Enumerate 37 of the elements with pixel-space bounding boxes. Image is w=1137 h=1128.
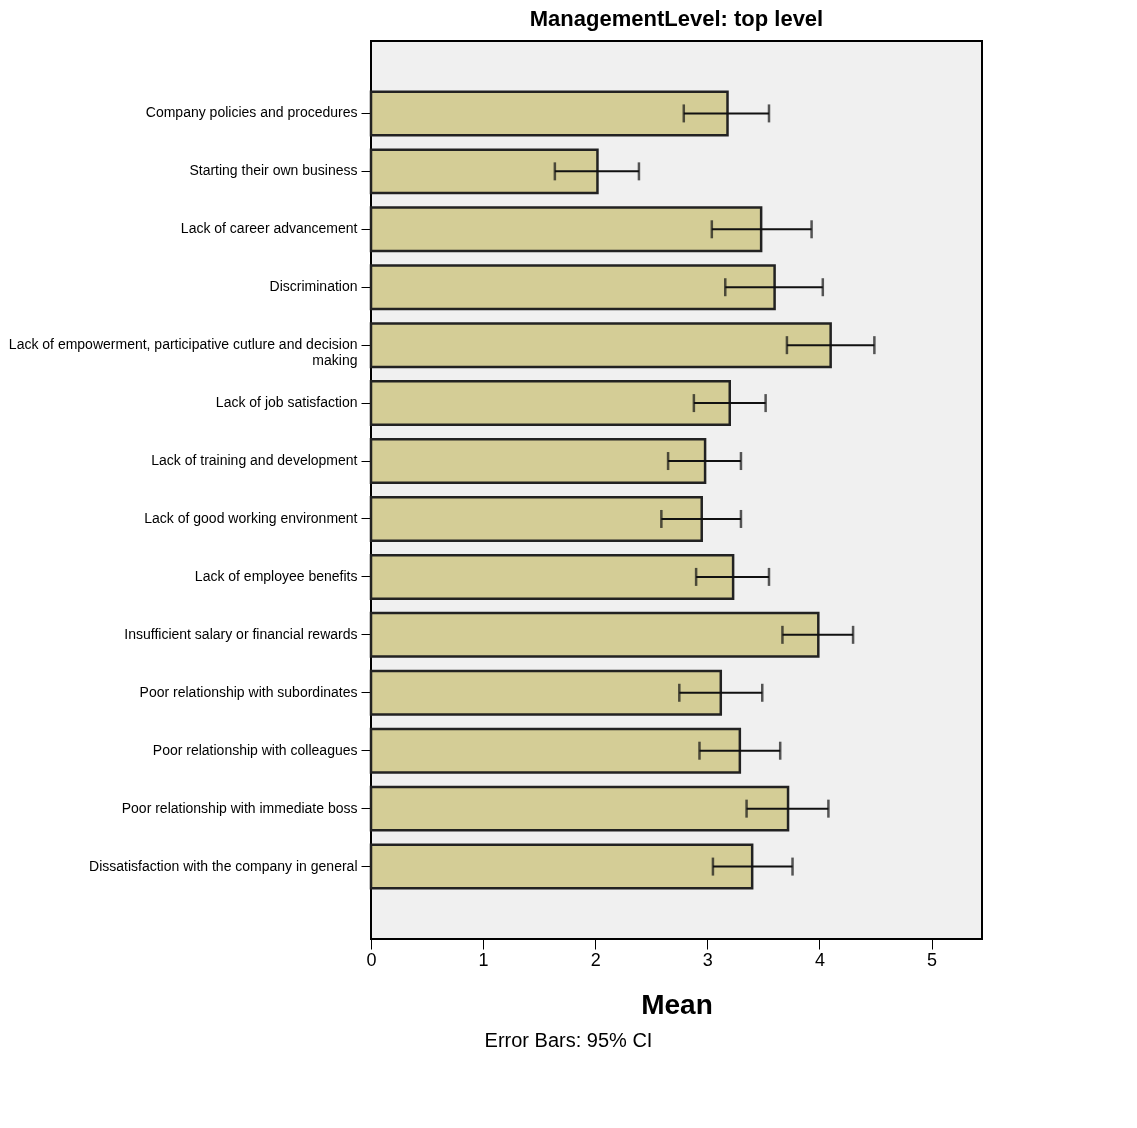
bar [369,553,735,600]
bar [369,148,599,195]
y-tick-label: Discrimination [269,278,358,295]
y-tick-label: Lack of employee benefits [194,567,358,584]
bar [369,611,820,658]
y-tick-label: Lack of good working environment [144,509,358,526]
y-tick-label: Starting their own business [189,162,358,179]
y-tick-label: Insufficient salary or financial rewards [124,625,358,642]
bar [369,495,703,542]
bar [369,669,723,716]
y-tick-label: Company policies and procedures [145,104,358,121]
y-tick-label: Lack of empowerment, participative cutlure and decision making [8,336,358,369]
x-tick-label: 5 [927,949,938,970]
y-tick-label: Lack of job satisfaction [215,394,358,411]
y-tick-label: Poor relationship with subordinates [139,683,358,700]
y-tick-label: Dissatisfaction with the company in general [89,857,358,874]
y-tick-label: Poor relationship with immediate boss [121,799,358,816]
bar [369,264,776,311]
bar [369,322,832,369]
x-tick-label: 4 [814,949,825,970]
text: Error Bars: 95% CI [483,1029,654,1052]
x-tick-label: 0 [366,949,377,970]
y-tick-label: Lack of training and development [151,452,358,469]
chart-title: ManagementLevel: top level [529,6,824,31]
bar [369,438,707,485]
bar [369,727,742,774]
bar [369,206,763,253]
x-tick-label: 2 [590,949,601,970]
bar [369,90,729,137]
y-tick-label: Lack of career advancement [180,220,358,237]
y-tick-label: Poor relationship with colleagues [152,741,358,758]
x-tick-label: 3 [702,949,713,970]
x-axis-title: Mean [641,988,713,1020]
bar [369,380,731,427]
bar [369,785,790,832]
x-tick-label: 1 [478,949,489,970]
bar [369,843,754,890]
